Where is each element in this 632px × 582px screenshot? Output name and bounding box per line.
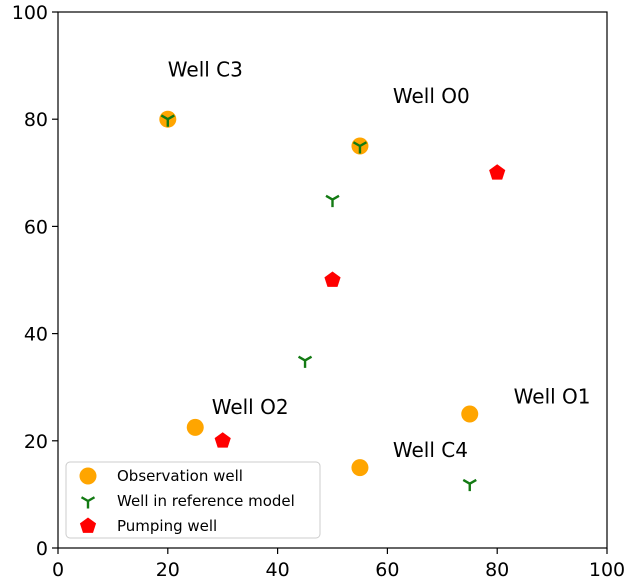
x-tick-label-60: 60 bbox=[375, 559, 399, 581]
y-tick-label-20: 20 bbox=[24, 431, 48, 453]
observation-well-point-5 bbox=[461, 405, 479, 423]
plot-frame bbox=[57, 11, 608, 549]
well-in-reference-model-point-4 bbox=[297, 355, 313, 368]
y-tick-label-40: 40 bbox=[24, 324, 48, 346]
legend-marker-well-in-reference-model bbox=[80, 496, 96, 509]
legend-marker-observation-well bbox=[79, 467, 97, 485]
legend: Observation well Well in reference model P… bbox=[65, 461, 321, 539]
annotation-well-o2: Well O2 bbox=[212, 395, 289, 419]
annotation-well-o1: Well O1 bbox=[514, 384, 591, 408]
axis-ticks: 0 20 40 60 80 100 0 20 40 60 80 100 bbox=[12, 2, 625, 581]
well-in-reference-model-point-1 bbox=[160, 114, 175, 127]
observation-well-point-4 bbox=[351, 459, 369, 477]
x-tick-label-20: 20 bbox=[156, 559, 180, 581]
legend-label-pumping-well: Pumping well bbox=[117, 517, 217, 535]
well-in-reference-model-point-5 bbox=[462, 478, 477, 492]
pumping-well-point-2 bbox=[324, 271, 341, 287]
y-tick-label-80: 80 bbox=[24, 109, 48, 131]
well-in-reference-model-point-3 bbox=[325, 194, 340, 208]
x-tick-label-80: 80 bbox=[485, 559, 509, 581]
observation-well-point-3 bbox=[186, 418, 204, 436]
annotations: Well C3 Well O0 Well O1 Well O2 Well C4 bbox=[168, 57, 591, 462]
x-tick-label-40: 40 bbox=[266, 559, 290, 581]
legend-marker-pumping-well bbox=[79, 517, 97, 533]
y-tick-label-60: 60 bbox=[24, 216, 48, 238]
legend-label-observation-well: Observation well bbox=[117, 467, 243, 485]
pumping-well-point-3 bbox=[214, 432, 231, 448]
annotation-well-c3: Well C3 bbox=[168, 57, 243, 81]
data-marks bbox=[159, 110, 506, 492]
legend-box bbox=[65, 461, 321, 539]
annotation-well-o0: Well O0 bbox=[393, 84, 470, 108]
annotation-well-c4: Well C4 bbox=[393, 438, 468, 462]
y-tick-label-100: 100 bbox=[12, 2, 48, 24]
x-tick-label-0: 0 bbox=[52, 559, 64, 581]
legend-label-well-in-reference-model: Well in reference model bbox=[117, 492, 295, 510]
pumping-well-point-1 bbox=[489, 164, 506, 180]
well-in-reference-model-point-2 bbox=[352, 141, 368, 154]
y-tick-label-0: 0 bbox=[36, 538, 48, 560]
x-tick-label-100: 100 bbox=[589, 559, 625, 581]
